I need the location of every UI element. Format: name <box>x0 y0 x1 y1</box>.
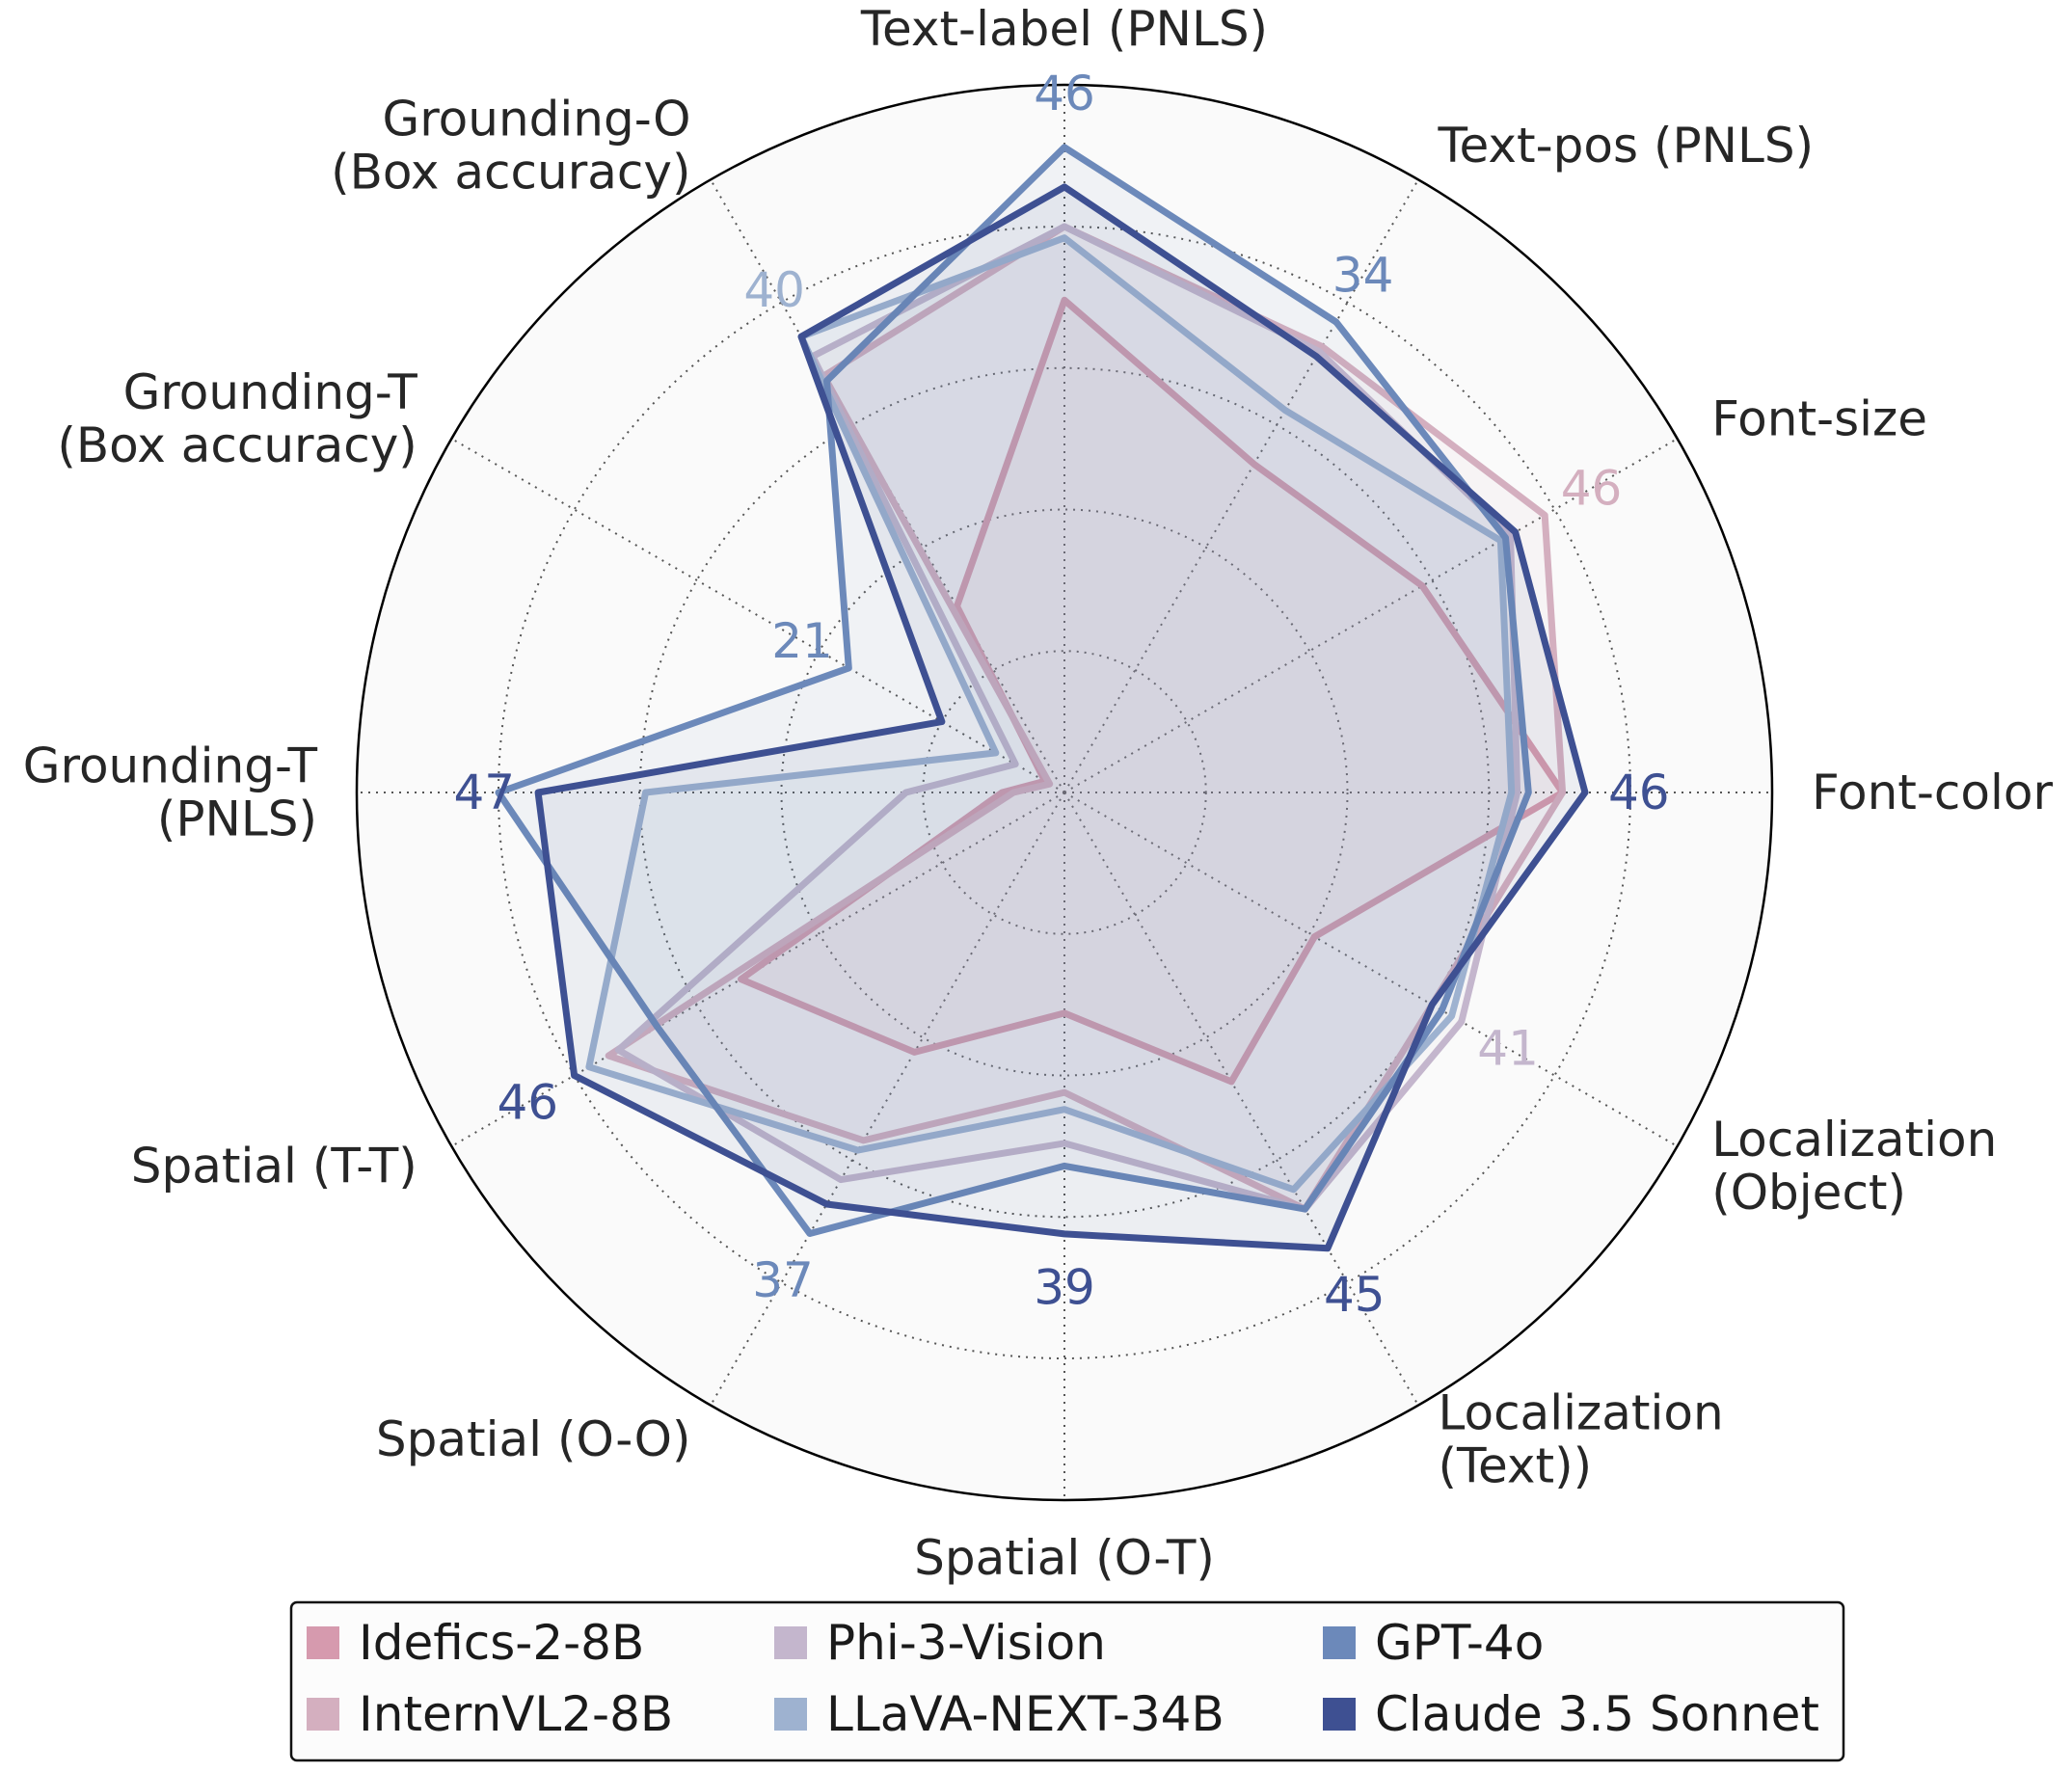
axis-label-line: Spatial (O-T) <box>914 1530 1215 1586</box>
max-value-label: 21 <box>771 613 833 669</box>
max-value-label: 41 <box>1477 1021 1539 1077</box>
axis-label: Text-pos (PNLS) <box>1438 118 1815 174</box>
axis-label-line: Text-label (PNLS) <box>860 1 1268 57</box>
axis-label: Text-label (PNLS) <box>860 1 1268 57</box>
axis-label-line: Grounding-T <box>23 738 318 794</box>
legend-label: Claude 3.5 Sonnet <box>1375 1686 1819 1742</box>
grid-ring <box>498 226 1631 1359</box>
grid-ring <box>922 650 1207 935</box>
axis-label-line: Font-size <box>1711 391 1927 447</box>
axis-label-line: (Object) <box>1711 1165 1906 1221</box>
series-claude-3-5-sonnet <box>534 183 1589 1252</box>
axis-label-line: Localization <box>1439 1385 1724 1441</box>
axis-label: Localization (Object) <box>1711 1112 1997 1221</box>
axis-label-line: Grounding-O <box>382 91 690 147</box>
legend: Idefics-2-8B InternVL2-8B Phi-3-Vision LLaV… <box>289 1600 1845 1762</box>
axis-label-line: Spatial (T-T) <box>131 1139 417 1195</box>
legend-swatch <box>307 1626 339 1659</box>
legend-label: GPT-4o <box>1375 1615 1544 1671</box>
axis-label-line: Text-pos (PNLS) <box>1438 118 1815 174</box>
max-value-labels: 46 34 46 46 41 45 39 37 46 47 21 40 <box>453 66 1669 1323</box>
axis-label: Localization (Text)) <box>1439 1385 1724 1494</box>
max-value-label: 47 <box>453 765 515 820</box>
axis-label: Grounding-T (PNLS) <box>23 738 318 847</box>
axis-label-line: Grounding-T <box>123 364 418 420</box>
axis-label-line: Localization <box>1711 1112 1997 1168</box>
legend-label: LLaVA-NEXT-34B <box>826 1686 1224 1742</box>
max-value-label: 46 <box>497 1074 558 1130</box>
axis-label-line: Spatial (O-O) <box>376 1411 691 1467</box>
grid-ring <box>780 508 1349 1077</box>
series-gpt-4o <box>495 144 1532 1237</box>
legend-swatch <box>1323 1698 1356 1731</box>
axis-label: Spatial (O-O) <box>376 1411 691 1467</box>
legend-swatch <box>1323 1626 1356 1659</box>
legend-label: Phi-3-Vision <box>826 1615 1106 1671</box>
axis-label: Font-color <box>1812 765 2053 820</box>
axis-label-line: (Text)) <box>1439 1438 1593 1494</box>
axis-labels: Text-label (PNLS) Text-pos (PNLS) Font-siz… <box>23 1 2054 1586</box>
max-value-label: 39 <box>1034 1260 1095 1316</box>
axis-label-line: (Box accuracy) <box>331 144 690 200</box>
max-value-label: 45 <box>1324 1267 1386 1323</box>
legend-swatch <box>774 1698 807 1731</box>
axis-label-line: (PNLS) <box>157 792 317 847</box>
max-value-label: 46 <box>1561 461 1623 517</box>
axis-label: Spatial (T-T) <box>131 1139 417 1195</box>
series-phi-3-vision <box>614 223 1521 1213</box>
axis-label: Grounding-O (Box accuracy) <box>331 91 690 200</box>
max-value-label: 34 <box>1332 248 1394 304</box>
legend-swatch <box>307 1698 339 1731</box>
legend-swatch <box>774 1626 807 1659</box>
series-lines <box>495 144 1589 1252</box>
max-value-label: 37 <box>752 1252 814 1308</box>
axis-label: Font-size <box>1711 391 1927 447</box>
axis-label-line: Font-color <box>1812 765 2053 820</box>
legend-label: InternVL2-8B <box>359 1686 673 1742</box>
axis-label: Grounding-T (Box accuracy) <box>57 364 417 473</box>
grid <box>355 83 1774 1502</box>
max-value-label: 46 <box>1608 765 1670 820</box>
legend-label: Idefics-2-8B <box>359 1615 644 1671</box>
axis-label-line: (Box accuracy) <box>57 417 417 473</box>
axis-label: Spatial (O-T) <box>914 1530 1215 1586</box>
legend-box <box>289 1600 1845 1762</box>
outer-circle <box>355 83 1774 1502</box>
max-value-label: 46 <box>1034 66 1095 121</box>
series-internvl2-8b <box>605 223 1567 1213</box>
max-value-label: 40 <box>743 262 805 318</box>
series-llava-next-34b <box>585 234 1516 1194</box>
